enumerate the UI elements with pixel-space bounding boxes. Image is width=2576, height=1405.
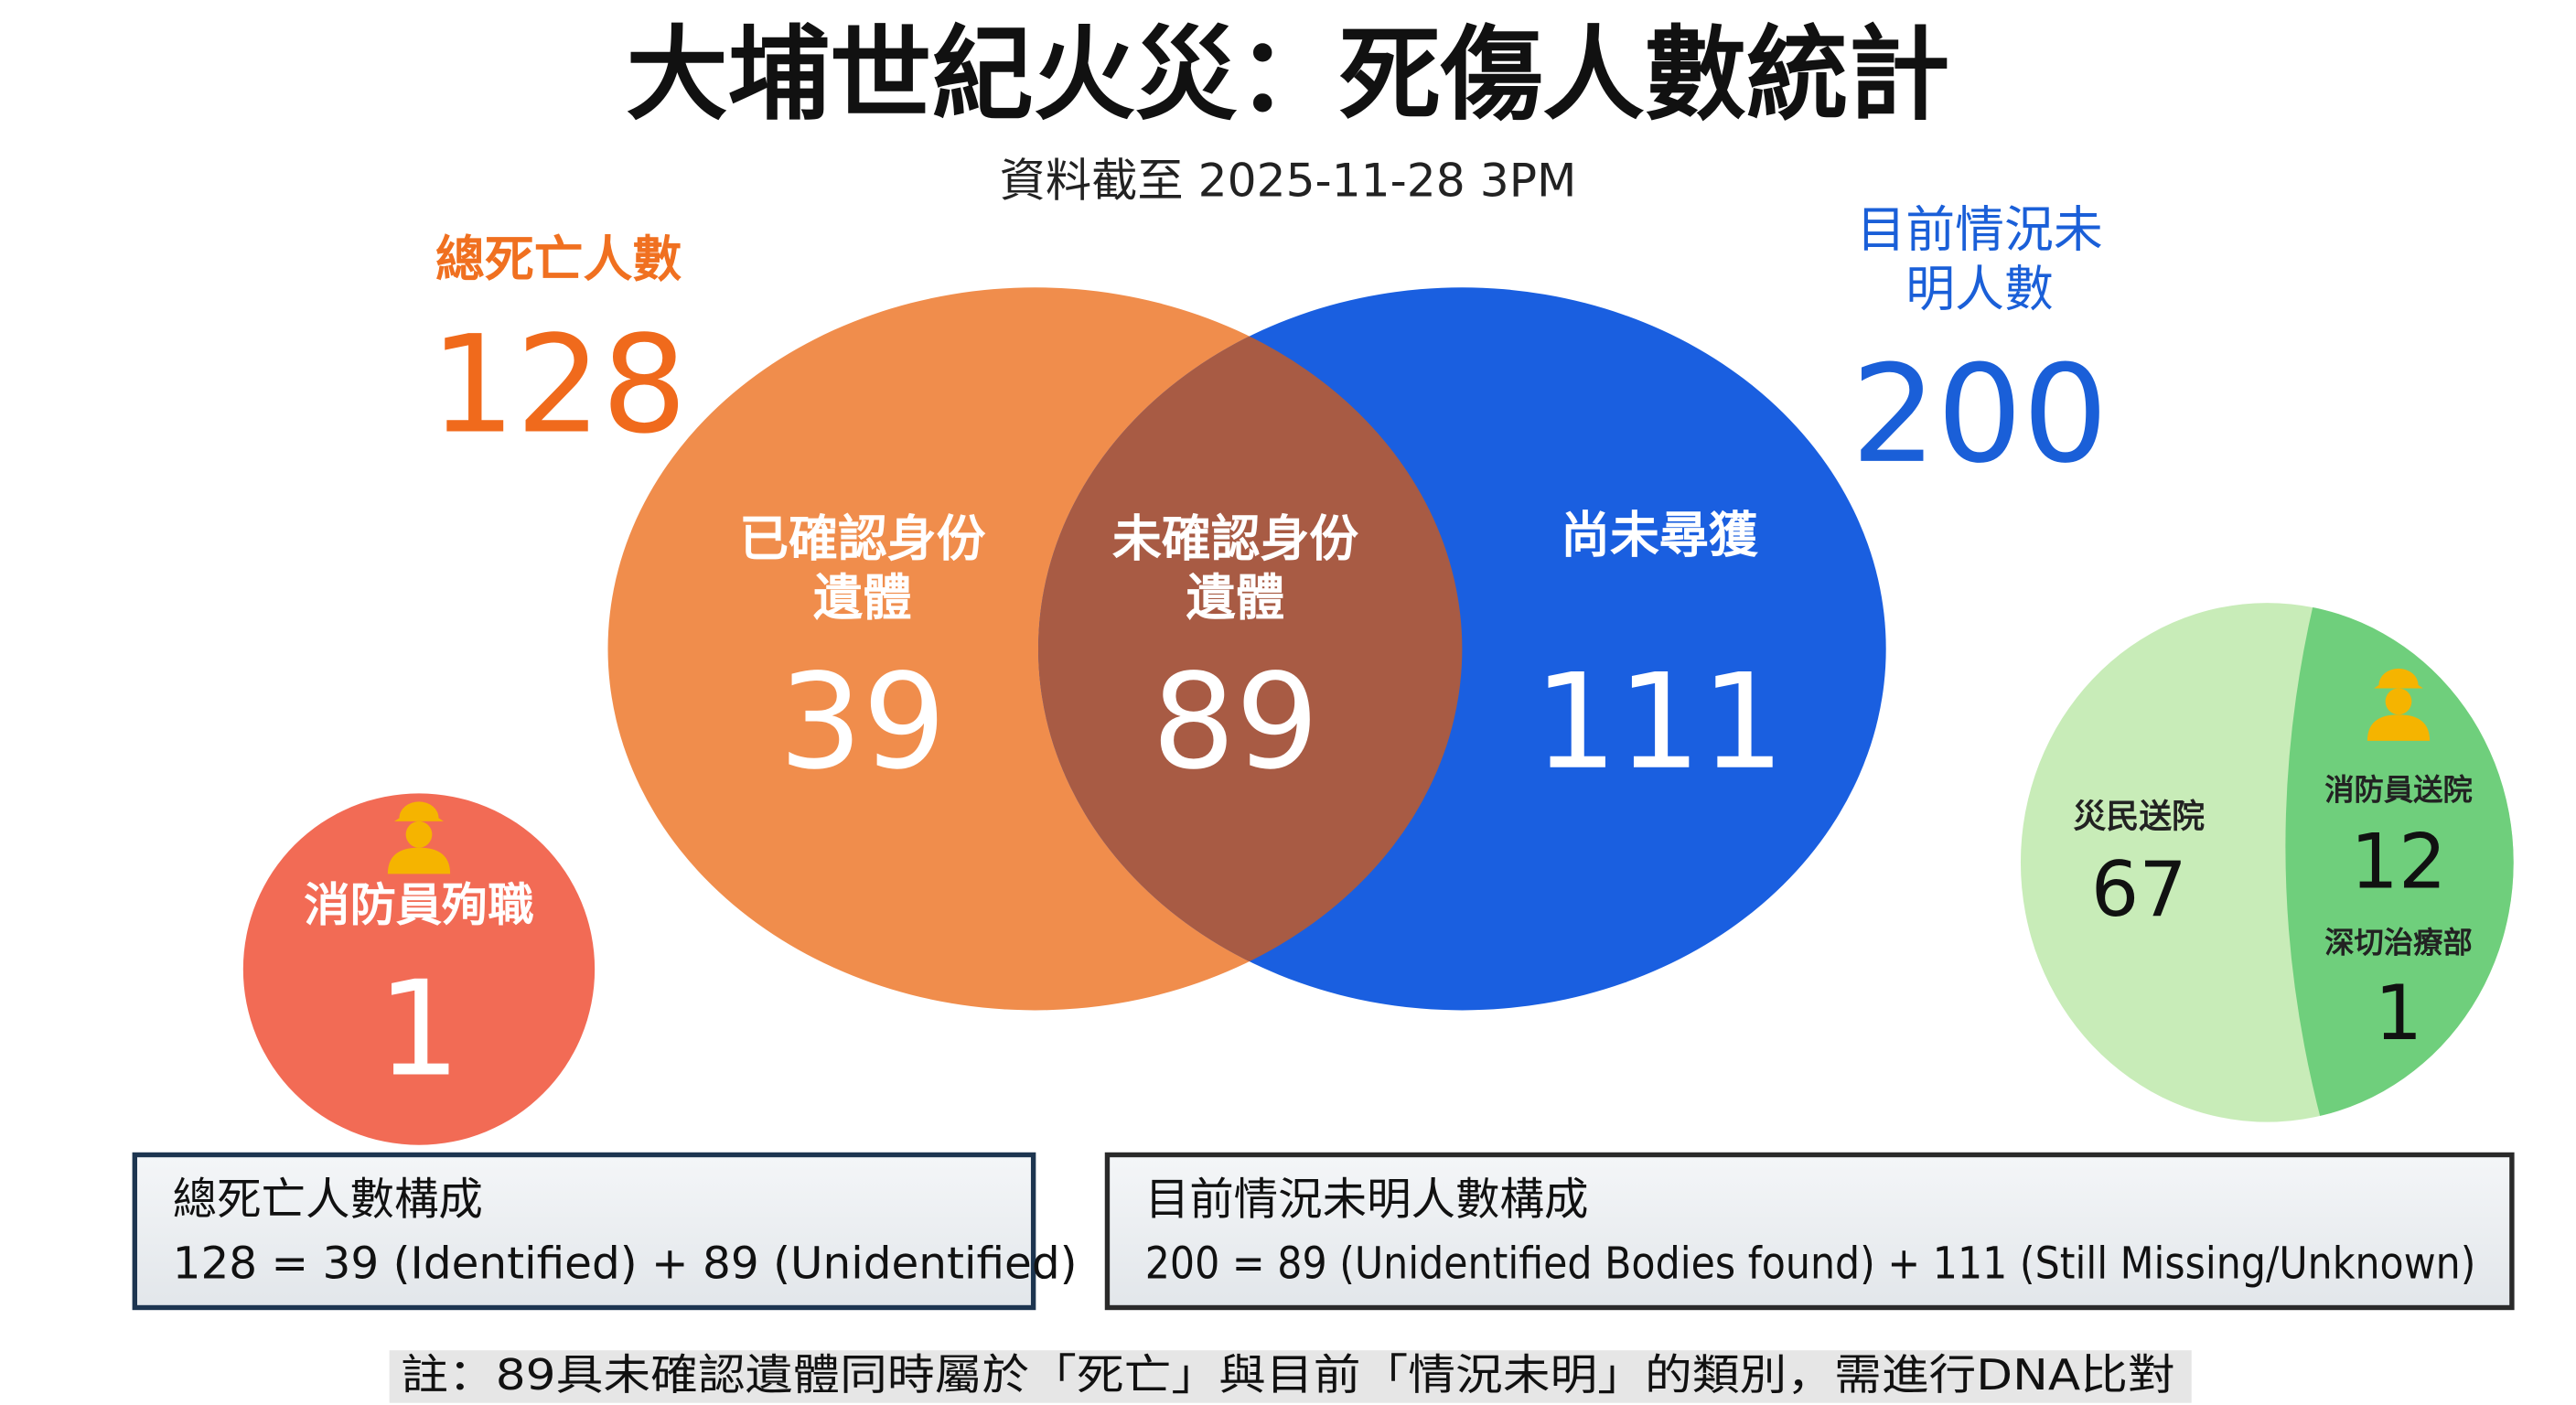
summary-box (132, 1152, 1036, 1311)
subtitle: 資料截至 2025-11-28 3PM (1000, 154, 1577, 208)
firefighter-icon (387, 801, 451, 874)
footnote: 註：89具未確認遺體同時屬於「死亡」與目前「情況未明」的類別，需進行DNA比對 (401, 1351, 2175, 1400)
region-label: 未確認身份 (1112, 509, 1358, 567)
firefighter-value: 1 (377, 953, 460, 1106)
firefighter-circle (242, 793, 596, 1145)
region-label: 尚未尋獲 (1561, 507, 1759, 564)
firefighter-icon (2367, 668, 2431, 741)
title: 大埔世紀火災：死傷人數統計 (626, 16, 1949, 134)
hospital-firefighter-segment (2285, 603, 2514, 1122)
firefighter-label: 消防員殉職 (304, 878, 533, 932)
deaths-total: 128 (430, 306, 687, 464)
residents-label: 災民送院 (2073, 798, 2205, 835)
region-value: 111 (1534, 646, 1785, 799)
box-formula: 200 = 89 (Unidentified Bodies found) + 1… (1145, 1239, 2476, 1290)
footnote-background (389, 1350, 2192, 1403)
region-label: 已確認身份 (739, 509, 985, 567)
unknown-label: 明人數 (1905, 260, 2054, 317)
unknown-label: 目前情況未 (1856, 201, 2102, 259)
region-value: 39 (778, 646, 946, 799)
firefighters-hospital-label: 消防員送院 (2324, 773, 2473, 808)
residents-value: 67 (2091, 846, 2187, 934)
unknown-total: 200 (1852, 336, 2109, 493)
box-title: 目前情況未明人數構成 (1145, 1174, 1589, 1226)
deaths-label: 總死亡人數 (435, 231, 682, 288)
region-label: 遺體 (1186, 569, 1285, 627)
region-label: 遺體 (813, 569, 912, 627)
box-formula: 128 = 39 (Identified) + 89 (Unidentified… (173, 1239, 1078, 1290)
icu-value: 1 (2375, 970, 2423, 1057)
icu-label: 深切治療部 (2324, 926, 2473, 960)
overlap (1038, 287, 1463, 1011)
summary-box (1104, 1152, 2515, 1311)
region-value: 89 (1152, 646, 1319, 799)
firefighters-hospital-value: 12 (2350, 819, 2446, 906)
box-title: 總死亡人數構成 (173, 1174, 483, 1226)
